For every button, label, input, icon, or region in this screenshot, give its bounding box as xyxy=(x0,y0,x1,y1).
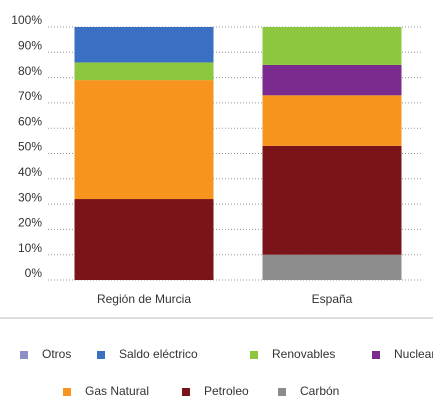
legend-swatch xyxy=(97,351,105,359)
bar-segment xyxy=(74,199,214,280)
legend-label: Carbón xyxy=(300,384,339,398)
legend-label: Saldo eléctrico xyxy=(119,347,198,361)
legend-label: Petroleo xyxy=(204,384,249,398)
y-tick-label: 10% xyxy=(18,241,42,255)
y-tick-label: 80% xyxy=(18,64,42,78)
legend-swatch xyxy=(63,388,71,396)
y-tick-label: 50% xyxy=(18,140,42,154)
bar-segment xyxy=(262,254,402,280)
legend-swatch xyxy=(20,351,28,359)
y-tick-label: 20% xyxy=(18,216,42,230)
x-tick-label: España xyxy=(312,292,353,306)
y-tick-label: 100% xyxy=(11,13,42,27)
legend-swatch xyxy=(182,388,190,396)
bar-segment xyxy=(74,80,214,200)
y-tick-label: 60% xyxy=(18,114,42,128)
bar-segment xyxy=(262,27,402,65)
legend-swatch xyxy=(372,351,380,359)
y-tick-label: 40% xyxy=(18,165,42,179)
legend-swatch xyxy=(250,351,258,359)
y-tick-label: 30% xyxy=(18,190,42,204)
legend-label: Otros xyxy=(42,347,71,361)
y-tick-label: 0% xyxy=(25,266,43,280)
bar-segment xyxy=(262,145,402,255)
legend-label: Nuclear xyxy=(394,347,433,361)
bar-segment xyxy=(74,62,214,81)
legend-label: Gas Natural xyxy=(85,384,149,398)
bar-segment xyxy=(74,27,214,63)
legend-swatch xyxy=(278,388,286,396)
bar-segment xyxy=(262,64,402,96)
legend-label: Renovables xyxy=(272,347,335,361)
y-tick-label: 70% xyxy=(18,89,42,103)
x-tick-label: Región de Murcia xyxy=(97,292,191,306)
bar-segment xyxy=(262,95,402,146)
y-tick-label: 90% xyxy=(18,38,42,52)
